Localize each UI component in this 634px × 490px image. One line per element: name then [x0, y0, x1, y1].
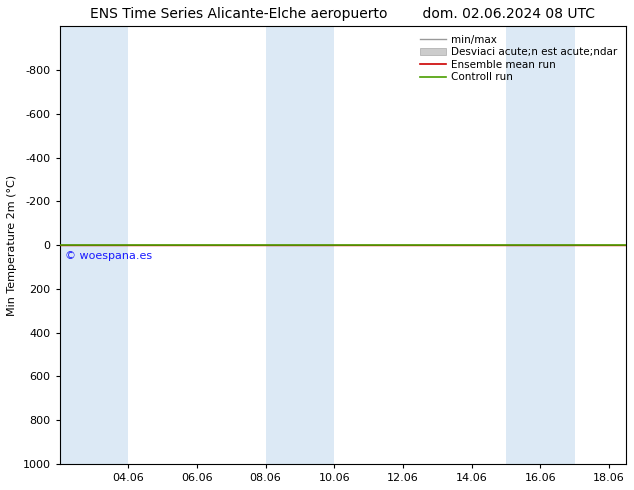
Legend: min/max, Desviaci acute;n est acute;ndar, Ensemble mean run, Controll run: min/max, Desviaci acute;n est acute;ndar… — [417, 31, 621, 86]
Y-axis label: Min Temperature 2m (°C): Min Temperature 2m (°C) — [7, 174, 17, 316]
Bar — [60, 26, 128, 464]
Bar — [506, 26, 574, 464]
Title: ENS Time Series Alicante-Elche aeropuerto        dom. 02.06.2024 08 UTC: ENS Time Series Alicante-Elche aeropuert… — [90, 7, 595, 21]
Bar — [266, 26, 334, 464]
Text: © woespana.es: © woespana.es — [65, 251, 152, 261]
